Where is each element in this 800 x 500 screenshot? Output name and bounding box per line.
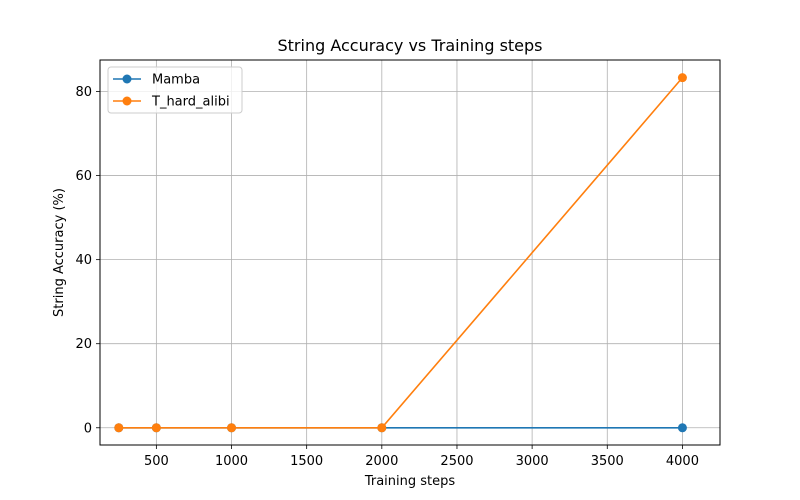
- y-axis-label: String Accuracy (%): [52, 188, 67, 317]
- data-point-mamba: [677, 423, 687, 433]
- legend-marker-t-hard-alibi: [122, 96, 132, 106]
- x-tick-label: 2500: [440, 454, 473, 469]
- chart-title: String Accuracy vs Training steps: [277, 36, 542, 55]
- legend: Mamba T_hard_alibi: [107, 66, 243, 114]
- data-point-t-hard-alibi: [227, 423, 237, 433]
- x-tick-label: 1500: [290, 454, 323, 469]
- data-point-t-hard-alibi: [377, 423, 387, 433]
- y-tick-label: 0: [84, 421, 92, 436]
- x-tick-label: 500: [144, 454, 169, 469]
- x-axis-ticks: 500 1000 1500 2000 2500 3000 3500 4000: [144, 445, 699, 469]
- x-tick-label: 3500: [591, 454, 624, 469]
- y-tick-label: 80: [75, 85, 92, 100]
- plot-area-frame: [99, 59, 721, 446]
- legend-marker-mamba: [122, 74, 132, 84]
- y-tick-label: 40: [75, 253, 92, 268]
- legend-box: [107, 66, 243, 114]
- y-tick-label: 20: [75, 337, 92, 352]
- data-point-t-hard-alibi: [677, 73, 687, 83]
- x-tick-label: 2000: [365, 454, 398, 469]
- x-tick-label: 1000: [215, 454, 248, 469]
- y-tick-label: 60: [75, 169, 92, 184]
- data-point-t-hard-alibi: [114, 423, 124, 433]
- legend-label-mamba: Mamba: [152, 73, 200, 88]
- x-tick-label: 4000: [666, 454, 699, 469]
- x-axis-label: Training steps: [364, 474, 456, 489]
- series-layer: [114, 73, 687, 433]
- x-tick-label: 3000: [516, 454, 549, 469]
- data-point-t-hard-alibi: [151, 423, 161, 433]
- legend-label-t-hard-alibi: T_hard_alibi: [151, 95, 230, 110]
- y-axis-ticks: 0 20 40 60 80: [75, 85, 100, 436]
